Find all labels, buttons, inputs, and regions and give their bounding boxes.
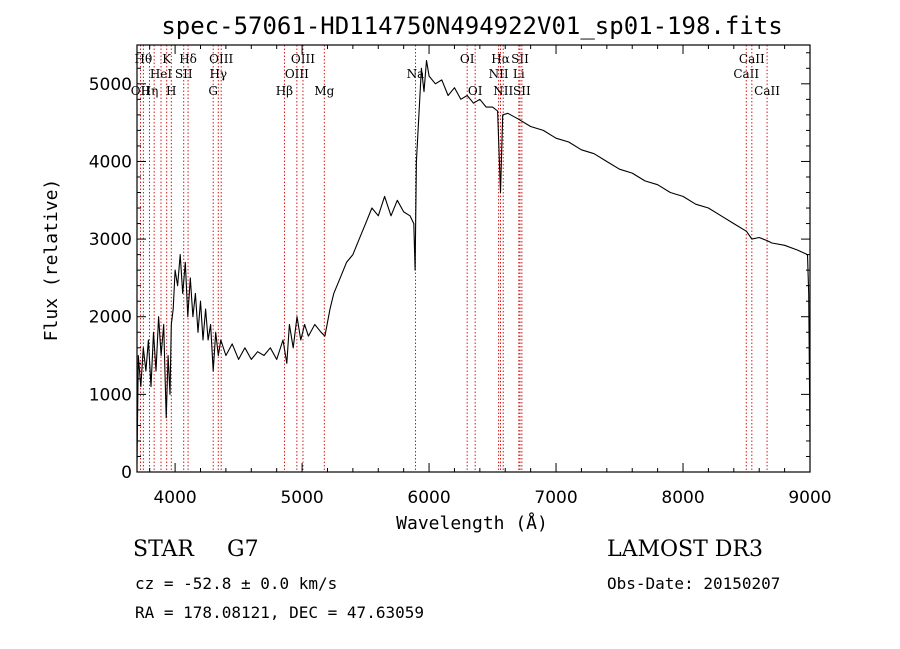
x-tick-label: 5000 [280, 488, 323, 508]
chart-title: spec-57061-HD114750N494922V01_sp01-198.f… [161, 12, 782, 40]
line-marker-label: CaII [733, 67, 759, 81]
line-marker-label: Hθ [134, 52, 152, 66]
class-label: STAR [133, 537, 194, 562]
y-tick-label: 4000 [89, 152, 132, 172]
x-tick-label: 7000 [534, 488, 577, 508]
y-tick-label: 1000 [89, 385, 132, 405]
emission-line-markers: OIIHθHηHeIKHSIIHδGHγOIIIHβOIIIOIIIMgNaOI… [131, 45, 780, 472]
y-axis-label: Flux (relative) [41, 179, 62, 342]
line-marker-label: CaII [739, 52, 765, 66]
line-marker-label: OI [460, 52, 475, 66]
y-tick-label: 0 [121, 463, 132, 483]
plot-frame [136, 44, 811, 473]
line-marker-label: OIII [209, 52, 233, 66]
line-marker-label: HeI [150, 67, 173, 81]
line-marker-label: NII [489, 67, 509, 81]
coordinates-label: RA = 178.08121, DEC = 47.63059 [135, 603, 424, 622]
line-marker-label: H [166, 84, 176, 98]
line-marker-label: Hγ [209, 67, 227, 81]
x-tick-label: 9000 [788, 488, 831, 508]
line-marker-label: OII [131, 84, 151, 98]
velocity-label: cz = -52.8 ± 0.0 km/s [135, 574, 338, 593]
line-marker-label: CaII [754, 84, 780, 98]
y-tick-label: 5000 [89, 75, 132, 95]
subclass-label: G7 [227, 537, 259, 562]
line-marker-label: Hη [141, 84, 159, 98]
line-marker-label: Li [513, 67, 525, 81]
y-tick-label: 2000 [89, 308, 132, 328]
line-marker-label: Mg [314, 84, 334, 98]
line-marker-label: Hδ [179, 52, 197, 66]
y-axis-ticks: 0 1000 2000 3000 4000 5000 [89, 52, 810, 483]
spectrum-series [136, 59, 811, 465]
survey-label: LAMOST DR3 [607, 537, 763, 562]
obs-date-label: Obs-Date: 20150207 [607, 574, 781, 593]
y-tick-label: 3000 [89, 230, 132, 250]
line-marker-label: Hα [491, 52, 510, 66]
line-marker-label: G [208, 84, 218, 98]
x-tick-label: 6000 [407, 488, 450, 508]
object-class: STAR G7 [133, 537, 259, 562]
line-marker-label: SII [511, 52, 529, 66]
line-marker-label: OIII [285, 67, 309, 81]
line-marker-label: SII [513, 84, 531, 98]
x-tick-label: 4000 [153, 488, 196, 508]
x-tick-label: 8000 [661, 488, 704, 508]
spectrum-line [136, 59, 811, 465]
line-marker-label: OI [468, 84, 483, 98]
line-marker-label: Hβ [276, 84, 293, 98]
line-marker-label: K [162, 52, 172, 66]
line-marker-label: Na [407, 67, 425, 81]
line-marker-label: OIII [291, 52, 315, 66]
line-marker-label: NII [493, 84, 513, 98]
x-axis-label: Wavelength (Å) [396, 512, 548, 534]
line-marker-label: SII [175, 67, 193, 81]
x-axis-ticks: 4000 5000 6000 7000 8000 9000 [149, 45, 832, 508]
